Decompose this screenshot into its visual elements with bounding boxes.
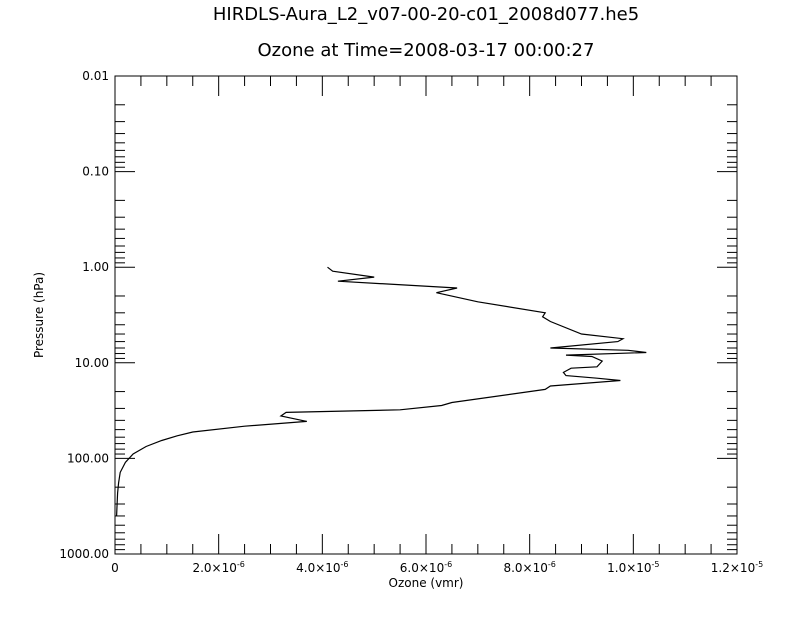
x-tick-label: 2.0×10-6	[192, 560, 244, 575]
y-tick-label: 1.00	[82, 260, 109, 274]
x-tick-label: 6.0×10-6	[400, 560, 452, 575]
y-tick-label: 0.01	[82, 69, 109, 83]
y-tick-label: 1000.00	[59, 547, 109, 561]
plot-frame	[114, 75, 738, 555]
x-tick-label: 1.0×10-5	[607, 560, 659, 575]
y-tick-label: 0.10	[82, 165, 109, 179]
x-tick-label: 8.0×10-6	[503, 560, 555, 575]
y-axis-label: Pressure (hPa)	[32, 272, 46, 358]
x-tick-label: 4.0×10-6	[296, 560, 348, 575]
chart-title: HIRDLS-Aura_L2_v07-00-20-c01_2008d077.he…	[213, 4, 639, 25]
y-tick-labels: 0.01 0.10 1.00 10.00 100.00 1000.00	[59, 69, 109, 561]
ozone-profile-line	[116, 266, 647, 517]
chart-subtitle: Ozone at Time=2008-03-17 00:00:27	[258, 40, 595, 61]
tick-marks	[114, 75, 738, 555]
x-tick-label: 0	[111, 561, 119, 575]
y-tick-label: 10.00	[75, 356, 109, 370]
x-axis-label: Ozone (vmr)	[389, 576, 464, 590]
x-tick-labels: 0 2.0×10-6 4.0×10-6 6.0×10-6 8.0×10-6 1.0×10-…	[111, 560, 763, 575]
x-tick-label: 1.2×10-5	[711, 560, 763, 575]
y-tick-label: 100.00	[67, 451, 109, 465]
